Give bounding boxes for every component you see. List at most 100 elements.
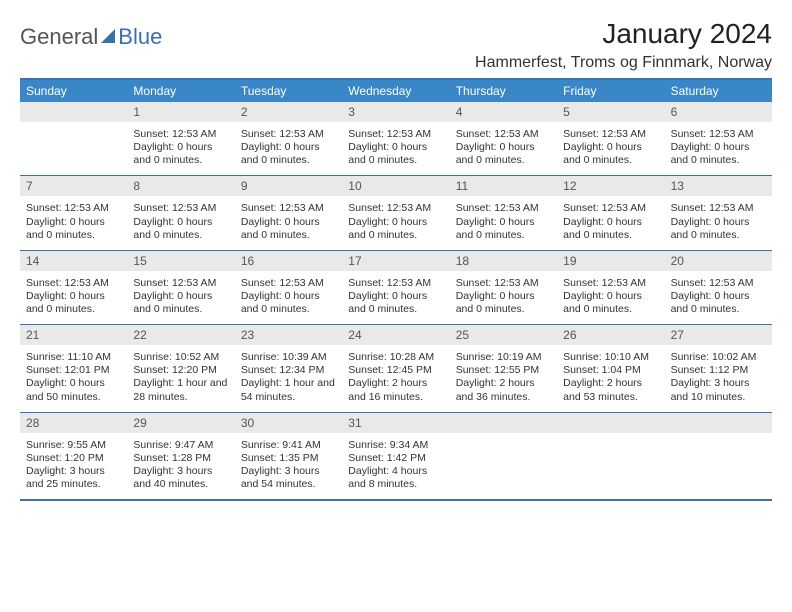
week-num-row: 78910111213 (20, 175, 772, 196)
day-info-line: Sunset: 12:53 AM (563, 202, 658, 215)
day-number (450, 413, 557, 433)
day-cell: Sunrise: 11:10 AMSunset: 12:01 PMDayligh… (20, 345, 127, 412)
day-number: 23 (235, 325, 342, 345)
day-cell: Sunset: 12:53 AMDaylight: 0 hoursand 0 m… (342, 271, 449, 324)
day-info-line: and 0 minutes. (348, 229, 443, 242)
day-info-line: Daylight: 0 hours (241, 141, 336, 154)
day-info-line: and 0 minutes. (133, 303, 228, 316)
header: General Blue January 2024 Hammerfest, Tr… (20, 18, 772, 72)
day-info-line: Sunrise: 10:52 AM (133, 351, 228, 364)
day-info-line: Sunset: 12:53 AM (671, 202, 766, 215)
day-info-line: Sunset: 12:53 AM (348, 277, 443, 290)
day-info-line: Sunset: 12:53 AM (563, 277, 658, 290)
day-number: 22 (127, 325, 234, 345)
day-info-line: Sunrise: 10:39 AM (241, 351, 336, 364)
day-info-line: Daylight: 1 hour and (133, 377, 228, 390)
day-info-line: Sunset: 1:20 PM (26, 452, 121, 465)
day-cell: Sunrise: 10:10 AMSunset: 1:04 PMDaylight… (557, 345, 664, 412)
day-cell: Sunset: 12:53 AMDaylight: 0 hoursand 0 m… (450, 271, 557, 324)
day-number: 13 (665, 176, 772, 196)
day-info-line: Sunset: 12:53 AM (241, 202, 336, 215)
dow-cell: Wednesday (342, 80, 449, 102)
day-number: 3 (342, 102, 449, 122)
day-info-line: and 40 minutes. (133, 478, 228, 491)
day-info-line: Sunset: 12:53 AM (26, 202, 121, 215)
day-cell: Sunrise: 9:41 AMSunset: 1:35 PMDaylight:… (235, 433, 342, 500)
day-cell: Sunrise: 9:34 AMSunset: 1:42 PMDaylight:… (342, 433, 449, 500)
day-cell: Sunset: 12:53 AMDaylight: 0 hoursand 0 m… (450, 122, 557, 175)
day-info-line: and 0 minutes. (348, 154, 443, 167)
day-info-line: Sunrise: 10:02 AM (671, 351, 766, 364)
day-number (665, 413, 772, 433)
dow-cell: Monday (127, 80, 234, 102)
day-info-line: Sunrise: 9:55 AM (26, 439, 121, 452)
day-info-line: and 53 minutes. (563, 391, 658, 404)
day-info-line: Daylight: 0 hours (563, 290, 658, 303)
day-number: 25 (450, 325, 557, 345)
day-info-line: Daylight: 0 hours (348, 141, 443, 154)
day-info-line: Sunset: 12:53 AM (26, 277, 121, 290)
day-info-line: and 0 minutes. (241, 303, 336, 316)
day-cell: Sunset: 12:53 AMDaylight: 0 hoursand 0 m… (127, 122, 234, 175)
dow-cell: Saturday (665, 80, 772, 102)
day-number (20, 102, 127, 122)
day-cell: Sunset: 12:53 AMDaylight: 0 hoursand 0 m… (235, 122, 342, 175)
day-info-line: Sunset: 1:42 PM (348, 452, 443, 465)
day-number: 5 (557, 102, 664, 122)
day-number: 18 (450, 251, 557, 271)
day-cell: Sunset: 12:53 AMDaylight: 0 hoursand 0 m… (127, 196, 234, 249)
week-num-row: 28293031 (20, 412, 772, 433)
week-num-row: 14151617181920 (20, 250, 772, 271)
day-cell: Sunset: 12:53 AMDaylight: 0 hoursand 0 m… (557, 122, 664, 175)
day-number: 26 (557, 325, 664, 345)
day-info-line: Sunset: 12:45 PM (348, 364, 443, 377)
day-cell: Sunset: 12:53 AMDaylight: 0 hoursand 0 m… (20, 196, 127, 249)
day-cell (665, 433, 772, 500)
day-info-line: and 0 minutes. (456, 154, 551, 167)
day-cell: Sunset: 12:53 AMDaylight: 0 hoursand 0 m… (20, 271, 127, 324)
day-info-line: and 16 minutes. (348, 391, 443, 404)
day-info-line: Daylight: 3 hours (241, 465, 336, 478)
day-info-line: Daylight: 2 hours (456, 377, 551, 390)
day-cell: Sunset: 12:53 AMDaylight: 0 hoursand 0 m… (665, 122, 772, 175)
day-info-line: Sunrise: 9:34 AM (348, 439, 443, 452)
day-number: 30 (235, 413, 342, 433)
day-info-line: and 0 minutes. (456, 229, 551, 242)
day-number: 24 (342, 325, 449, 345)
calendar: SundayMondayTuesdayWednesdayThursdayFrid… (20, 78, 772, 501)
day-info-line: Daylight: 0 hours (133, 290, 228, 303)
day-cell: Sunrise: 9:55 AMSunset: 1:20 PMDaylight:… (20, 433, 127, 500)
day-number: 7 (20, 176, 127, 196)
day-cell: Sunset: 12:53 AMDaylight: 0 hoursand 0 m… (235, 271, 342, 324)
day-info-line: 54 minutes. (241, 391, 336, 404)
day-cell: Sunset: 12:53 AMDaylight: 0 hoursand 0 m… (557, 196, 664, 249)
day-number: 19 (557, 251, 664, 271)
day-info-line: and 0 minutes. (241, 229, 336, 242)
day-number: 31 (342, 413, 449, 433)
day-info-line: Daylight: 0 hours (133, 216, 228, 229)
day-info-line: Daylight: 4 hours (348, 465, 443, 478)
day-cell: Sunrise: 10:52 AMSunset: 12:20 PMDayligh… (127, 345, 234, 412)
day-info-line: Sunset: 12:20 PM (133, 364, 228, 377)
day-number: 28 (20, 413, 127, 433)
day-cell (557, 433, 664, 500)
dow-cell: Sunday (20, 80, 127, 102)
logo: General Blue (20, 24, 162, 50)
day-info-line: Sunset: 1:12 PM (671, 364, 766, 377)
day-info-line: Daylight: 2 hours (563, 377, 658, 390)
day-info-line: Sunrise: 10:28 AM (348, 351, 443, 364)
day-info-line: and 0 minutes. (456, 303, 551, 316)
week-num-row: 123456 (20, 102, 772, 122)
day-info-line: Sunset: 1:04 PM (563, 364, 658, 377)
day-cell: Sunset: 12:53 AMDaylight: 0 hoursand 0 m… (450, 196, 557, 249)
day-info-line: and 0 minutes. (671, 303, 766, 316)
day-info-line: Daylight: 3 hours (26, 465, 121, 478)
day-info-line: Daylight: 0 hours (456, 290, 551, 303)
day-number (557, 413, 664, 433)
day-info-line: Daylight: 3 hours (671, 377, 766, 390)
day-info-line: Sunrise: 11:10 AM (26, 351, 121, 364)
logo-text-blue: Blue (118, 24, 162, 50)
day-info-line: Sunset: 1:35 PM (241, 452, 336, 465)
day-info-line: Sunset: 12:53 AM (456, 128, 551, 141)
day-number: 17 (342, 251, 449, 271)
